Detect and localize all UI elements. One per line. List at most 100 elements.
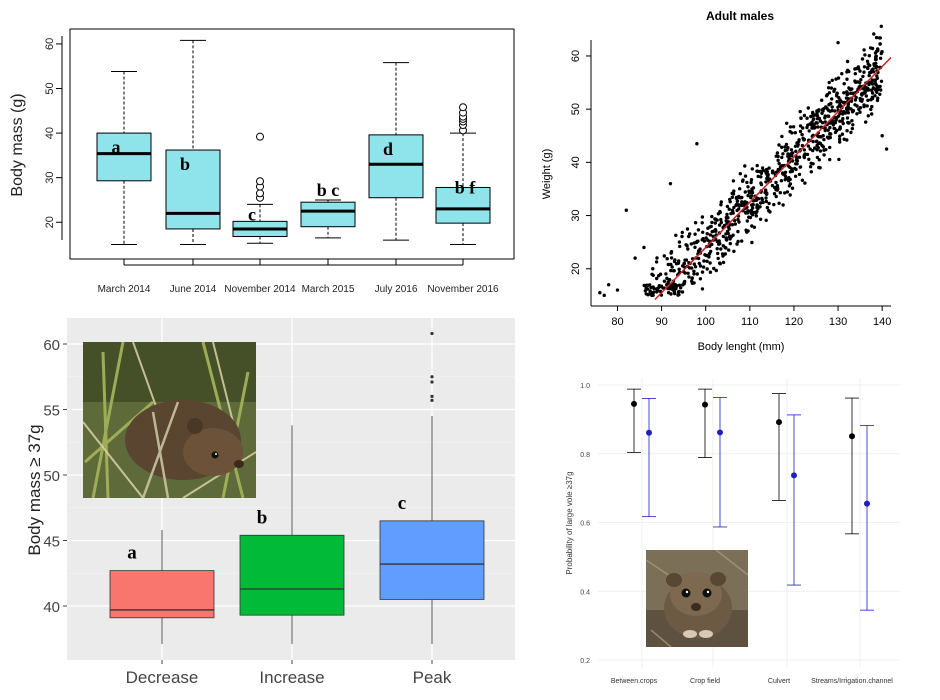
- y-tick-label: 40: [570, 156, 582, 168]
- box-july-2016: d July 2016: [368, 62, 424, 295]
- data-point: [704, 253, 708, 258]
- data-point: [847, 107, 852, 111]
- data-point: [833, 87, 837, 92]
- data-point: [873, 57, 878, 62]
- data-point: [708, 261, 712, 265]
- data-point: [810, 126, 814, 130]
- y-axis-label: Body mass ≥ 37g: [25, 424, 44, 555]
- x-tick-label: Culvert: [768, 678, 790, 685]
- data-point: [877, 36, 882, 40]
- y-tick-label: 40: [43, 599, 60, 616]
- data-point: [849, 130, 853, 135]
- x-tick-label: Crop field: [690, 678, 720, 685]
- vole-closeup-photo: [646, 550, 748, 647]
- data-point: [758, 217, 763, 221]
- data-point: [777, 161, 781, 166]
- chart-title: Adult males: [706, 9, 774, 23]
- data-point: [670, 265, 674, 269]
- data-point: [707, 255, 711, 259]
- data-point: [714, 268, 718, 273]
- data-point: [676, 293, 680, 297]
- data-point: [690, 281, 695, 285]
- data-point: [807, 129, 811, 133]
- data-point: [706, 238, 710, 242]
- data-point: [750, 240, 754, 245]
- data-point: [865, 59, 870, 63]
- data-point: [798, 124, 803, 128]
- data-point: [742, 203, 746, 207]
- data-point: [737, 203, 741, 207]
- data-point: [828, 121, 832, 125]
- box-march-2014: a March 2014: [96, 71, 152, 295]
- data-point: [743, 190, 747, 194]
- data-point: [708, 270, 713, 274]
- data-point: [865, 104, 869, 108]
- series-blue: [642, 396, 874, 611]
- data-point: [830, 105, 834, 109]
- data-point: [874, 35, 879, 40]
- data-point: [772, 202, 776, 207]
- data-point: [811, 111, 815, 115]
- box-decrease: a Decrease: [109, 530, 215, 687]
- outlier-point: [459, 103, 467, 112]
- significance-letter: a: [127, 543, 137, 564]
- box-iqr: [165, 149, 221, 230]
- data-point: [775, 151, 780, 155]
- data-point: [817, 116, 822, 121]
- panel-weight-vs-length: Adult males Body lenght (mm) Weight (g) …: [541, 9, 892, 353]
- data-point: [783, 191, 787, 195]
- x-tick-label: 140: [873, 316, 891, 328]
- gridlines: 0.2 0.4 0.6 0.8 1.0: [580, 378, 900, 668]
- data-point: [755, 169, 759, 173]
- data-point: [651, 285, 655, 289]
- data-point: [822, 148, 826, 152]
- x-tick-label: 130: [829, 316, 847, 328]
- data-point: [855, 112, 859, 116]
- y-tick-label: 60: [44, 38, 56, 50]
- data-point: [803, 152, 807, 156]
- data-point: [813, 113, 817, 117]
- data-point: [672, 259, 677, 264]
- data-point: [845, 116, 850, 120]
- data-point: [689, 242, 693, 246]
- y-tick-label: 0.4: [580, 589, 590, 596]
- data-point: [724, 232, 728, 236]
- data-point: [735, 242, 739, 246]
- data-point: [884, 147, 889, 151]
- data-point: [812, 123, 816, 127]
- significance-letter: a: [112, 137, 121, 157]
- data-point: [678, 244, 682, 249]
- data-point: [719, 200, 723, 204]
- data-point: [778, 191, 782, 195]
- data-point: [811, 148, 815, 153]
- box-november-2016: b f November 2016: [427, 103, 499, 295]
- data-point: [780, 145, 784, 149]
- data-point: [805, 125, 809, 130]
- plot-frame: [69, 28, 515, 260]
- data-point: [836, 105, 840, 110]
- data-point: [858, 69, 862, 73]
- data-point: [682, 261, 686, 266]
- data-point: [858, 110, 862, 114]
- data-point: [867, 54, 871, 58]
- data-point: [718, 262, 722, 266]
- data-point: [677, 283, 682, 287]
- data-point: [654, 260, 659, 264]
- data-point: [683, 258, 687, 262]
- data-point: [674, 233, 678, 237]
- data-point: [875, 90, 879, 95]
- data-point: [798, 165, 802, 169]
- data-point: [872, 62, 876, 66]
- data-point: [726, 225, 731, 229]
- data-point: [728, 241, 732, 246]
- data-point: [666, 291, 671, 295]
- data-point: [824, 105, 828, 109]
- data-point: [787, 176, 791, 180]
- data-point: [666, 262, 670, 267]
- data-point: [728, 200, 732, 204]
- data-point: [685, 227, 690, 231]
- data-point: [838, 134, 842, 138]
- data-point: [795, 159, 800, 163]
- data-point: [826, 108, 830, 112]
- data-point: [721, 252, 725, 256]
